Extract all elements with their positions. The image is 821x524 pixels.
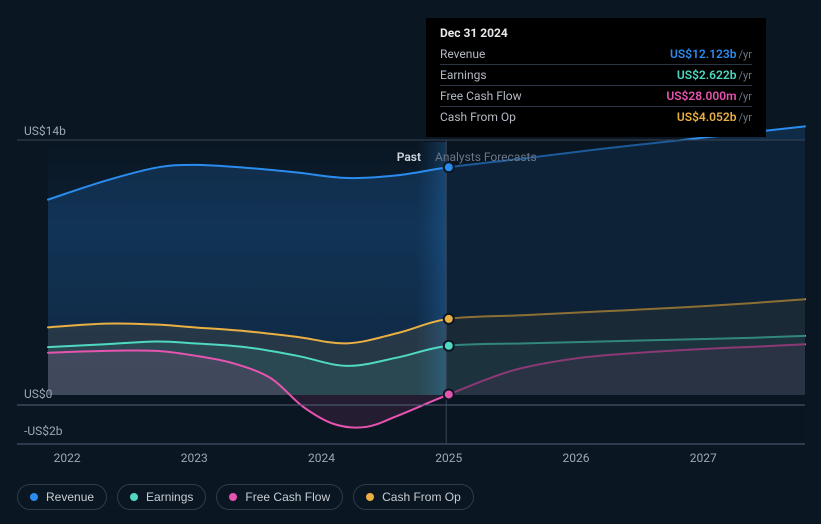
tooltip-unit: /yr — [737, 69, 752, 82]
x-tick: 2024 — [308, 451, 335, 465]
past-label: Past — [397, 150, 421, 164]
tooltip-row: Free Cash Flow US$28.000m/yr — [440, 86, 752, 107]
tooltip-label: Earnings — [440, 65, 592, 86]
tooltip-label: Cash From Op — [440, 107, 592, 128]
tooltip-value: US$28.000m — [666, 89, 736, 103]
legend-dot-icon — [130, 493, 138, 501]
y-label-0: US$0 — [24, 387, 52, 401]
tooltip-label: Revenue — [440, 44, 592, 65]
financials-chart: US$14b US$0 -US$2b Past Analysts Forecas… — [0, 0, 821, 524]
tooltip-unit: /yr — [737, 90, 752, 103]
legend-dot-icon — [229, 493, 237, 501]
tooltip-row: Cash From Op US$4.052b/yr — [440, 107, 752, 128]
tooltip-unit: /yr — [737, 111, 752, 124]
chart-tooltip: Dec 31 2024 Revenue US$12.123b/yr Earnin… — [426, 18, 766, 137]
legend-dot-icon — [366, 493, 374, 501]
tooltip-date: Dec 31 2024 — [440, 26, 752, 44]
tooltip-row: Earnings US$2.622b/yr — [440, 65, 752, 86]
tooltip-row: Revenue US$12.123b/yr — [440, 44, 752, 65]
legend-item-free-cash-flow[interactable]: Free Cash Flow — [216, 484, 343, 510]
x-tick: 2025 — [435, 451, 462, 465]
x-tick: 2027 — [690, 451, 717, 465]
y-label-neg2b: -US$2b — [24, 424, 62, 438]
y-label-14b: US$14b — [24, 124, 66, 138]
forecast-label: Analysts Forecasts — [435, 150, 537, 164]
tooltip-table: Revenue US$12.123b/yr Earnings US$2.622b… — [440, 44, 752, 127]
x-tick: 2023 — [181, 451, 208, 465]
legend-item-earnings[interactable]: Earnings — [117, 484, 206, 510]
legend-label: Revenue — [46, 490, 94, 504]
legend-label: Earnings — [146, 490, 193, 504]
tooltip-unit: /yr — [737, 48, 752, 61]
tooltip-value: US$2.622b — [677, 68, 737, 82]
legend-label: Free Cash Flow — [245, 490, 330, 504]
legend: Revenue Earnings Free Cash Flow Cash Fro… — [17, 484, 474, 510]
x-tick: 2026 — [562, 451, 589, 465]
legend-dot-icon — [30, 493, 38, 501]
legend-item-revenue[interactable]: Revenue — [17, 484, 107, 510]
tooltip-value: US$4.052b — [677, 110, 737, 124]
legend-item-cash-from-op[interactable]: Cash From Op — [353, 484, 474, 510]
x-tick: 2022 — [54, 451, 81, 465]
legend-label: Cash From Op — [382, 490, 461, 504]
tooltip-value: US$12.123b — [670, 47, 737, 61]
tooltip-label: Free Cash Flow — [440, 86, 592, 107]
